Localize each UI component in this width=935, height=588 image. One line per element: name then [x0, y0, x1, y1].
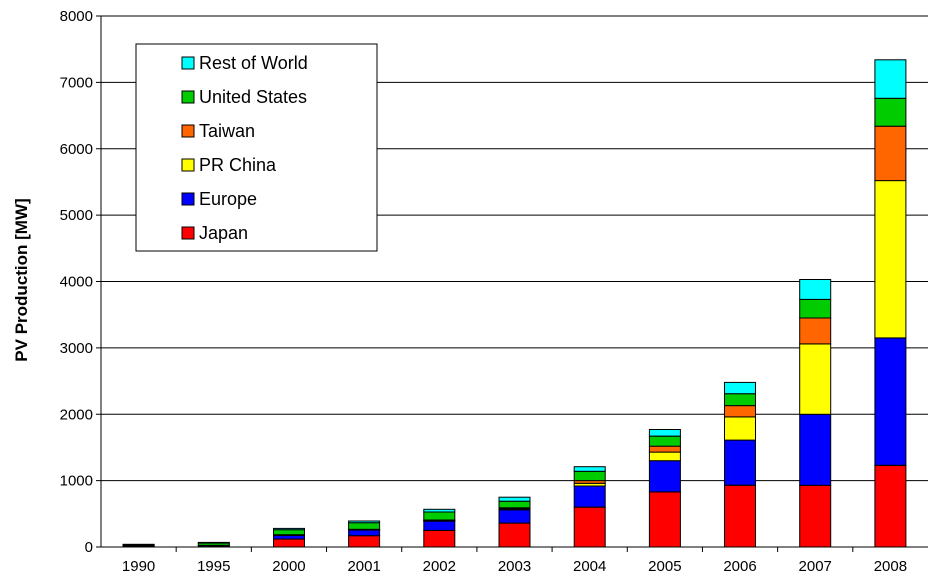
legend-label: United States — [199, 87, 307, 107]
bar-segment — [724, 393, 756, 407]
y-tick-label: 4000 — [60, 274, 93, 291]
bar-segment — [799, 484, 832, 548]
y-tick-label: 8000 — [60, 8, 93, 25]
bar-segment — [724, 381, 756, 395]
bar-segment — [498, 496, 531, 502]
y-tick-label: 3000 — [60, 340, 93, 357]
x-tick-label: 2007 — [799, 558, 832, 575]
bar-segment — [273, 538, 305, 548]
bar-segment — [874, 125, 907, 182]
legend-swatch — [181, 124, 195, 138]
legend: Rest of World United States Taiwan PR China… — [135, 43, 378, 252]
bar-segment — [724, 439, 756, 486]
x-tick-label: 2003 — [498, 558, 531, 575]
bar-segment — [273, 527, 305, 531]
bar-segment — [573, 485, 606, 508]
legend-label: PR China — [199, 155, 277, 175]
bar-segment — [197, 541, 230, 544]
legend-box — [135, 43, 378, 252]
x-tick-label: 2008 — [874, 558, 907, 575]
axes — [100, 16, 928, 548]
bar-segment — [573, 506, 606, 548]
y-tick-label: 2000 — [60, 406, 93, 423]
legend-label: Japan — [199, 223, 248, 243]
x-tick-label: 2006 — [723, 558, 756, 575]
bar-segment — [573, 470, 606, 482]
y-tick-label: 0 — [85, 539, 93, 556]
x-tick-label: 2005 — [648, 558, 681, 575]
legend-swatch — [181, 56, 195, 70]
y-tick-label: 7000 — [60, 74, 93, 91]
y-axis-label: PV Production [MW] — [12, 198, 31, 361]
bar-segment — [348, 520, 381, 524]
y-tick-label: 5000 — [60, 207, 93, 224]
bar-segment — [348, 522, 381, 530]
bar-segment — [498, 500, 531, 509]
bar-segment — [573, 466, 606, 472]
bar-segment — [874, 59, 907, 99]
legend-label: Europe — [199, 189, 257, 209]
bar-segment — [273, 529, 305, 536]
bar-segment — [799, 317, 832, 345]
bar-segment — [423, 511, 456, 521]
legend-swatch — [181, 192, 195, 206]
bar-segment — [648, 435, 681, 447]
bar-segment — [724, 484, 756, 548]
legend-swatch — [181, 226, 195, 240]
bars — [122, 59, 907, 548]
x-tick-label: 2002 — [423, 558, 456, 575]
bar-segment — [423, 529, 456, 548]
x-tick-label: 2000 — [272, 558, 305, 575]
bar-segment — [724, 416, 756, 441]
x-tick-label: 1995 — [197, 558, 230, 575]
bar-segment — [498, 509, 531, 524]
y-tick-label: 6000 — [60, 141, 93, 158]
legend-label: Rest of World — [199, 53, 308, 73]
bar-segment — [799, 298, 832, 319]
bar-segment — [498, 522, 531, 548]
bar-segment — [874, 337, 907, 466]
bar-segment — [799, 343, 832, 415]
y-tick-label: 1000 — [60, 473, 93, 490]
bar-segment — [648, 491, 681, 548]
bar-segment — [648, 429, 681, 437]
bar-segment — [648, 451, 681, 462]
bar-segment — [423, 520, 456, 531]
bar-segment — [724, 405, 756, 418]
bar-segment — [648, 460, 681, 493]
bar-segment — [874, 464, 907, 548]
bar-segment — [799, 413, 832, 486]
bar-segment — [348, 529, 381, 537]
x-tick-label: 2001 — [347, 558, 380, 575]
bar-segment — [874, 180, 907, 339]
x-tick-labels: 1990 1995 2000 2001 2002 2003 2004 2005 2006 2007… — [122, 547, 907, 575]
bar-segment — [648, 445, 681, 453]
bar-segment — [799, 279, 832, 300]
legend-label: Taiwan — [199, 121, 255, 141]
x-tick-label: 1990 — [122, 558, 155, 575]
bar-segment — [423, 508, 456, 513]
y-tick-labels: 0 1000 2000 3000 4000 5000 6000 7000 8000 — [60, 8, 93, 556]
bar-segment — [874, 97, 907, 127]
bar-segment — [348, 535, 381, 548]
legend-swatch — [181, 90, 195, 104]
legend-swatch — [181, 158, 195, 172]
x-tick-label: 2004 — [573, 558, 606, 575]
bar-segment — [122, 543, 155, 546]
